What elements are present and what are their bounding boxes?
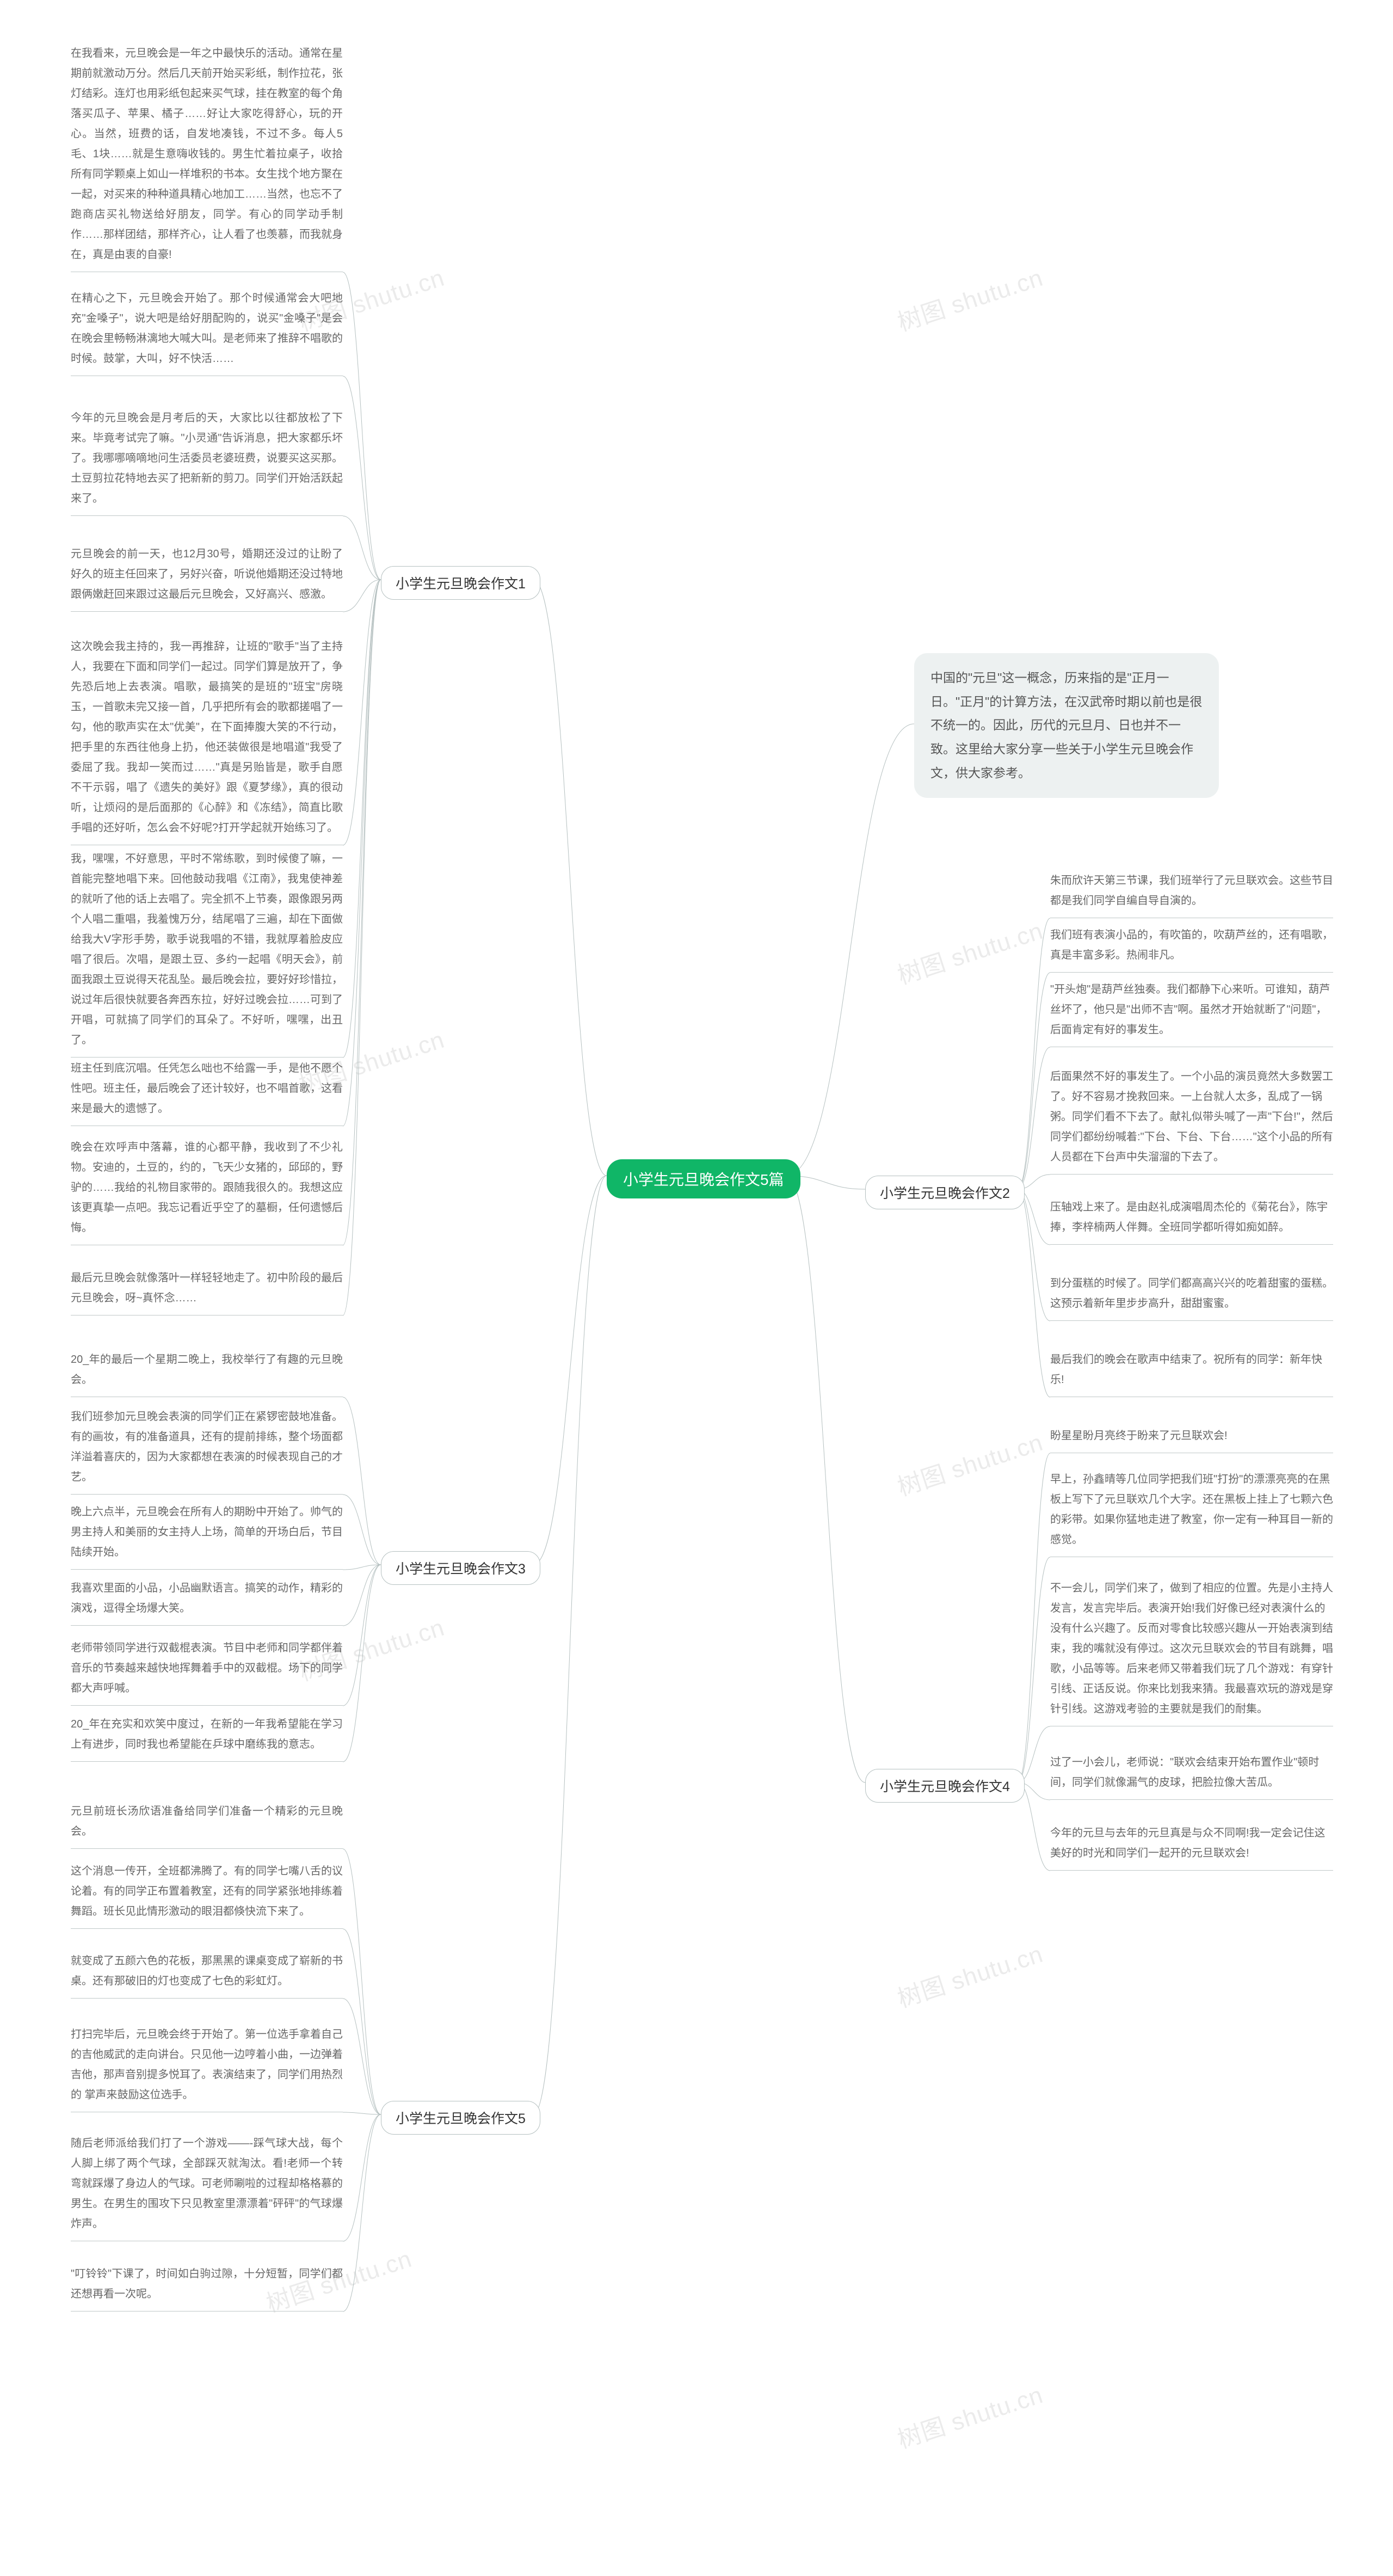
b3-branch: 小学生元旦晚会作文3 (381, 1551, 540, 1585)
b2-leaf-0: 朱而欣许天第三节课，我们班举行了元旦联欢会。这些节目都是我们同学自编自导自演的。 (1050, 871, 1333, 918)
b1-leaf-0: 在我看来，元旦晚会是一年之中最快乐的活动。通常在星期前就激动万分。然后几天前开始… (71, 44, 343, 272)
b2-branch: 小学生元旦晚会作文2 (865, 1176, 1025, 1209)
b2-leaf-5: 到分蛋糕的时候了。同学们都高高兴兴的吃着甜蜜的蛋糕。这预示着新年里步步高升，甜甜… (1050, 1274, 1333, 1321)
b1-leaf-7: 晚会在欢呼声中落幕，谁的心都平静，我收到了不少礼物。安迪的，土豆的，约的，飞天少… (71, 1138, 343, 1245)
root-node: 小学生元旦晚会作文5篇 (607, 1159, 800, 1198)
b1-leaf-3: 元旦晚会的前一天，也12月30号，婚期还没过的让盼了好久的班主任回来了，另好兴奋… (71, 544, 343, 612)
b5-leaf-5: "叮铃铃"下课了，时间如白驹过隙，十分短暂，同学们都还想再看一次呢。 (71, 2264, 343, 2311)
b4-branch: 小学生元旦晚会作文4 (865, 1769, 1025, 1803)
b3-leaf-1: 我们班参加元旦晚会表演的同学们正在紧锣密鼓地准备。有的画妆，有的准备道具，还有的… (71, 1407, 343, 1495)
b3-leaf-4: 老师带领同学进行双截棍表演。节目中老师和同学都伴着音乐的节奏越来越快地挥舞着手中… (71, 1638, 343, 1706)
b5-leaf-0: 元旦前班长汤欣语准备给同学们准备一个精彩的元旦晚会。 (71, 1802, 343, 1849)
b5-leaf-4: 随后老师派给我们打了一个游戏——-踩气球大战，每个人脚上绑了两个气球，全部踩灭就… (71, 2134, 343, 2241)
b5-branch: 小学生元旦晚会作文5 (381, 2101, 540, 2135)
b3-leaf-3: 我喜欢里面的小品，小品幽默语言。搞笑的动作，精彩的演戏，逗得全场爆大笑。 (71, 1578, 343, 1626)
mindmap-canvas: 小学生元旦晚会作文5篇 中国的"元旦"这一概念，历来指的是"正月一日。"正月"的计… (0, 0, 1393, 2576)
b2-leaf-1: 我们班有表演小品的，有吹笛的，吹葫芦丝的，还有唱歌，真是丰富多彩。热闹非凡。 (1050, 925, 1333, 973)
b5-leaf-3: 打扫完毕后，元旦晚会终于开始了。第一位选手拿着自己的吉他威武的走向讲台。只见他一… (71, 2025, 343, 2112)
b1-branch: 小学生元旦晚会作文1 (381, 566, 540, 600)
b4-leaf-3: 过了一小会儿，老师说："联欢会结束开始布置作业"顿时间，同学们就像漏气的皮球，把… (1050, 1753, 1333, 1800)
b3-leaf-5: 20_年在充实和欢笑中度过，在新的一年我希望能在学习上有进步，同时我也希望能在乒… (71, 1714, 343, 1762)
b4-leaf-0: 盼星星盼月亮终于盼来了元旦联欢会! (1050, 1426, 1333, 1453)
b2-leaf-2: "开头炮"是葫芦丝独奏。我们都静下心来听。可谁知，葫芦丝坏了，他只是"出师不吉"… (1050, 980, 1333, 1047)
b1-leaf-6: 班主任到底沉唱。任凭怎么咄也不给露一手，是他不愿个性吧。班主任，最后晚会了还计较… (71, 1059, 343, 1126)
b1-leaf-4: 这次晚会我主持的，我一再推辞，让班的"歌手"当了主持人，我要在下面和同学们一起过… (71, 637, 343, 845)
b1-leaf-8: 最后元旦晚会就像落叶一样轻轻地走了。初中阶段的最后元旦晚会，呀~真怀念…… (71, 1268, 343, 1315)
b2-leaf-6: 最后我们的晚会在歌声中结束了。祝所有的同学：新年快乐! (1050, 1350, 1333, 1397)
b3-leaf-2: 晚上六点半，元旦晚会在所有人的期盼中开始了。帅气的男主持人和美丽的女主持人上场，… (71, 1502, 343, 1570)
b4-leaf-2: 不一会儿，同学们来了，做到了相应的位置。先是小主持人发言，发言完毕后。表演开始!… (1050, 1578, 1333, 1726)
b4-leaf-4: 今年的元旦与去年的元旦真是与众不同啊!我一定会记住这美好的时光和同学们一起开的元… (1050, 1823, 1333, 1871)
b4-leaf-1: 早上，孙鑫晴等几位同学把我们班"打扮"的漂漂亮亮的在黑板上写下了元旦联欢几个大字… (1050, 1470, 1333, 1557)
b5-leaf-2: 就变成了五颜六色的花板，那黑黑的课桌变成了崭新的书桌。还有那破旧的灯也变成了七色… (71, 1951, 343, 1999)
b1-leaf-2: 今年的元旦晚会是月考后的天，大家比以往都放松了下来。毕竟考试完了嘛。"小灵通"告… (71, 408, 343, 516)
b2-leaf-4: 压轴戏上来了。是由赵礼成演唱周杰伦的《菊花台》，陈宇捧，李梓楠两人伴舞。全班同学… (1050, 1197, 1333, 1245)
b1-leaf-1: 在精心之下，元旦晚会开始了。那个时候通常会大吧地充"金嗓子"，说大吧是给好朋配购… (71, 288, 343, 376)
b1-leaf-5: 我，嘿嘿，不好意思，平时不常练歌，到时候傻了嘛，一首能完整地唱下来。回他鼓动我唱… (71, 849, 343, 1058)
b3-leaf-0: 20_年的最后一个星期二晚上，我校举行了有趣的元旦晚会。 (71, 1350, 343, 1397)
b5-leaf-1: 这个消息一传开，全班都沸腾了。有的同学七嘴八舌的议论着。有的同学正布置着教室，还… (71, 1861, 343, 1929)
intro-node: 中国的"元旦"这一概念，历来指的是"正月一日。"正月"的计算方法，在汉武帝时期以… (914, 653, 1219, 798)
b2-leaf-3: 后面果然不好的事发生了。一个小品的演员竟然大多数罢工了。好不容易才挽救回来。一上… (1050, 1067, 1333, 1175)
